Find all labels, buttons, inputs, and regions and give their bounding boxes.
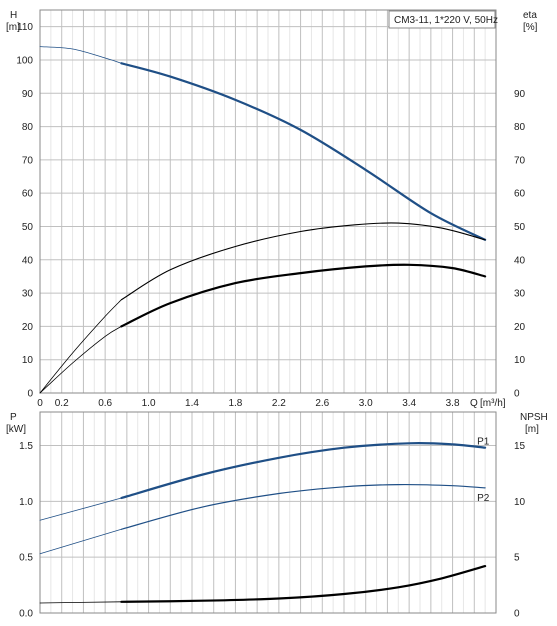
tick-labels: 0102030405060708090100110010203040506070… (16, 22, 525, 619)
y-tick-label-left: 40 (22, 255, 34, 266)
top-left-axis-title: H (10, 10, 17, 21)
top-left-axis-unit: [m] (6, 22, 20, 33)
y-tick-label-left: 10 (22, 355, 34, 366)
x-tick-label: 2.2 (272, 398, 286, 409)
y-tick-label-right: 70 (514, 155, 526, 166)
bottom-series: P1 P2 (39, 437, 490, 604)
x-tick-label: 0 (37, 398, 43, 409)
series-label-P2: P2 (477, 493, 490, 504)
x-tick-label: 1.0 (142, 398, 156, 409)
y-tick-label-right: 0 (514, 609, 520, 620)
y-tick-label-left: 0.0 (19, 609, 33, 620)
series-line-H (120, 62, 487, 241)
bottom-right-axis-unit: [m] (525, 424, 539, 435)
y-tick-label-left: 100 (16, 55, 33, 66)
y-tick-label-left: 110 (17, 22, 33, 33)
y-tick-label-right: 50 (514, 222, 526, 233)
bottom-left-axis-unit: [kW] (6, 424, 26, 435)
y-tick-label-right: 20 (514, 322, 526, 333)
series-line-NPSH (120, 565, 487, 603)
y-tick-label-left: 60 (22, 189, 34, 200)
y-tick-label-left: 0 (27, 389, 33, 400)
series-line-eta-1-thin (39, 299, 122, 394)
series-line-P2-thin (39, 528, 122, 555)
top-plot-frame (39, 9, 497, 394)
x-tick-label: 3.0 (359, 398, 373, 409)
series-line-P1-thin (39, 497, 122, 521)
y-tick-label-left: 50 (22, 222, 34, 233)
x-axis-end-label: Q (470, 398, 478, 409)
bottom-plot-frame (39, 411, 497, 614)
title-box (388, 10, 496, 29)
bottom-right-axis-title: NPSH (520, 412, 548, 423)
y-tick-label-left: 90 (22, 89, 34, 100)
x-tick-label: 3.4 (402, 398, 416, 409)
series-line-NPSH-thin (39, 601, 122, 604)
series-line-eta-1 (120, 222, 486, 301)
y-tick-label-left: 80 (22, 122, 34, 133)
y-tick-label-left: 20 (22, 322, 34, 333)
series-line-P2 (120, 483, 486, 530)
y-tick-label-right: 40 (514, 255, 526, 266)
y-tick-label-left: 1.5 (19, 441, 33, 452)
x-axis-unit-label: [m³/h] (480, 398, 506, 409)
bottom-left-axis-title: P (10, 412, 17, 423)
title-box-text: CM3-11, 1*220 V, 50Hz (394, 15, 498, 26)
x-tick-label: 3.8 (446, 398, 460, 409)
y-tick-label-right: 90 (514, 89, 526, 100)
x-tick-label: 2.6 (315, 398, 329, 409)
y-tick-label-right: 5 (514, 553, 520, 564)
series-line-eta-2 (120, 263, 487, 328)
x-tick-label: 1.4 (185, 398, 199, 409)
y-tick-label-right: 10 (514, 355, 526, 366)
y-tick-label-right: 80 (514, 122, 526, 133)
y-tick-label-right: 30 (514, 289, 526, 300)
top-right-axis-title: eta (523, 10, 537, 21)
y-tick-label-right: 60 (514, 189, 526, 200)
x-tick-label: 0.6 (98, 398, 112, 409)
series-label-P1: P1 (477, 437, 490, 448)
x-tick-label: 0.2 (55, 398, 69, 409)
series-line-eta-2-thin (39, 326, 122, 394)
y-tick-label-left: 0.5 (19, 553, 33, 564)
series-line-P1 (120, 442, 487, 500)
y-tick-label-right: 15 (514, 441, 526, 452)
top-series (39, 46, 487, 394)
y-tick-label-left: 70 (22, 155, 34, 166)
y-tick-label-left: 1.0 (19, 497, 33, 508)
x-tick-label: 1.8 (228, 398, 242, 409)
y-tick-label-left: 30 (22, 289, 34, 300)
y-tick-label-right: 0 (514, 389, 520, 400)
top-right-axis-unit: [%] (523, 22, 538, 33)
top-grid (39, 10, 497, 394)
series-line-H-thin (39, 46, 122, 64)
y-tick-label-right: 10 (514, 497, 526, 508)
